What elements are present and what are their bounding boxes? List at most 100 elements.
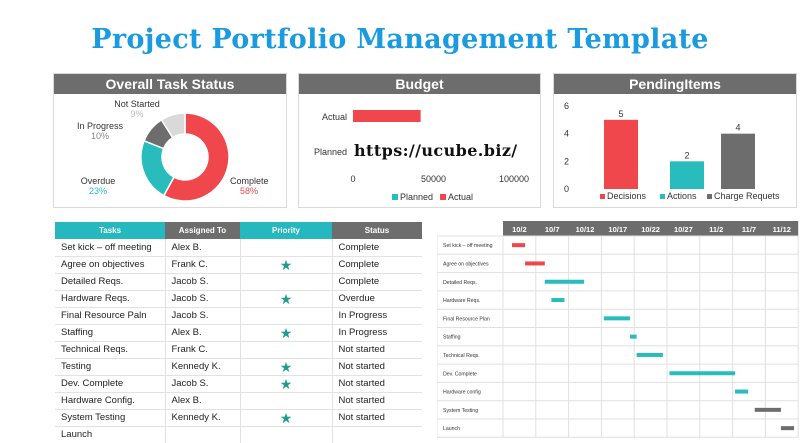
priority-cell: [240, 239, 333, 257]
budget-tick-1: 50000: [421, 174, 446, 184]
gantt-bar-hardware-reqs: [551, 298, 565, 303]
budget-legend-swatch-planned: [392, 194, 398, 200]
gantt-chart: 10/2 10/7 10/12 10/17 10/22 10/27 11/2 11/7 11/1…: [437, 221, 799, 438]
assigned-to-cell: Alex B.: [165, 324, 241, 342]
assigned-to-cell: Kennedy K.: [165, 358, 241, 376]
gantt-task-label: Set kick – off meeting: [443, 243, 493, 249]
task-name-cell: Launch: [55, 426, 166, 443]
gantt-date-11-2: 11/2: [709, 225, 723, 234]
gantt-date-11-12: 11/12: [773, 225, 791, 234]
pending-bar-actions: [670, 161, 704, 189]
gantt-task-label: Launch: [443, 426, 460, 432]
donut-label-in-progress: In Progress: [77, 121, 124, 131]
gantt-task-label: Final Resource Plan: [443, 316, 490, 322]
priority-star-icon: ★: [240, 375, 333, 393]
pending-legend-charge-requets: Charge Requets: [714, 191, 780, 201]
table-row: Technical Reqs. Frank C. Not started: [55, 341, 422, 359]
status-cell: Not started: [332, 375, 422, 393]
gantt-task-label: Technical Reqs.: [443, 353, 480, 359]
header-priority: Priority: [240, 222, 332, 239]
gantt-date-10-7: 10/7: [545, 225, 560, 234]
pending-bar-charge-requets: [721, 133, 755, 189]
gantt-bar-technical-reqs: [636, 352, 663, 357]
task-status-panel: Overall Task Status Complete 58% Overdue 23…: [53, 73, 287, 208]
pending-legend-swatch-decisions: [600, 194, 605, 199]
pending-ytick-0: 0: [564, 184, 569, 194]
assigned-to-cell: Kennedy K.: [165, 409, 241, 427]
budget-category-planned: Planned: [314, 147, 347, 157]
priority-cell: [240, 341, 333, 359]
task-name-cell: Technical Reqs.: [55, 341, 166, 359]
priority-cell: [240, 273, 333, 291]
task-name-cell: Hardware Reqs.: [55, 290, 166, 308]
priority-star-icon: ★: [240, 256, 333, 274]
gantt-task-label: Detailed Reqs.: [443, 280, 477, 286]
gantt-bar-dev-complete: [669, 371, 736, 376]
gantt-date-10-17: 10/17: [608, 225, 627, 234]
assigned-to-cell: [165, 426, 241, 443]
task-name-cell: Testing: [55, 358, 166, 376]
budget-title: Budget: [299, 74, 540, 94]
assigned-to-cell: Alex B.: [165, 239, 241, 257]
priority-star-icon: ★: [240, 290, 333, 308]
pending-legend-actions: Actions: [667, 191, 697, 201]
page-title: Project Portfolio Management Template: [91, 24, 709, 55]
table-row: Final Resource Paln Jacob S. In Progress: [55, 307, 422, 325]
priority-cell: [240, 426, 333, 443]
table-row: Dev. Complete Jacob S. ★ Not started: [55, 375, 422, 393]
assigned-to-cell: Alex B.: [165, 392, 241, 410]
pending-value-actions: 2: [684, 150, 689, 160]
budget-bar-chart: Actual Planned 0 50000 100000 Planned Actual: [314, 110, 529, 202]
table-row: Detailed Reqs. Jacob S. Complete: [55, 273, 422, 291]
status-cell: Not started: [332, 409, 422, 427]
header-assigned-to: Assigned To: [165, 222, 240, 239]
assigned-to-cell: Jacob S.: [165, 375, 241, 393]
assigned-to-cell: Frank C.: [165, 341, 241, 359]
budget-tick-0: 0: [350, 174, 355, 184]
gantt-bar-staffing: [630, 334, 637, 339]
status-cell: Complete: [332, 273, 422, 291]
gantt-date-10-22: 10/22: [641, 225, 660, 234]
assigned-to-cell: Frank C.: [165, 256, 241, 274]
watermark-url: https://ucube.biz/: [354, 141, 518, 160]
gantt-task-label: Hardware config: [443, 390, 481, 396]
status-cell: In Progress: [332, 307, 422, 325]
donut-pct-in-progress: 10%: [91, 131, 109, 141]
status-cell: Overdue: [332, 290, 422, 308]
pending-bar-decisions: [604, 119, 638, 189]
budget-legend-planned: Planned: [400, 192, 433, 202]
table-row: Hardware Config. Alex B. Not started: [55, 392, 422, 410]
pending-legend-swatch-charge-requets: [707, 194, 712, 199]
priority-cell: [240, 392, 333, 410]
pending-items-bar-chart: 0 2 4 6 5 2 4 Decisions Actions Charge Requets: [564, 101, 780, 201]
assigned-to-cell: Jacob S.: [165, 307, 241, 325]
gantt-bar-detailed-reqs: [544, 279, 585, 284]
pending-legend-swatch-actions: [660, 194, 665, 199]
budget-panel: Budget Actual Planned 0 50000 100000 Planned A…: [298, 73, 541, 208]
donut-slice-not-started: [160, 112, 186, 139]
budget-bar-actual-actual: [353, 110, 421, 122]
task-name-cell: Agree on objectives: [55, 256, 166, 274]
table-row: System Testing Kennedy K. ★ Not started: [55, 409, 422, 427]
assigned-to-cell: Jacob S.: [165, 290, 241, 308]
budget-tick-2: 100000: [499, 174, 529, 184]
gantt-bar-system-testing: [754, 407, 781, 412]
priority-star-icon: ★: [240, 324, 333, 342]
status-cell: Complete: [332, 256, 422, 274]
donut-pct-overdue: 23%: [89, 186, 107, 196]
table-row: Agree on objectives Frank C. ★ Complete: [55, 256, 422, 274]
table-row: Set kick – off meeting Alex B. Complete: [55, 239, 422, 257]
donut-pct-not-started: 9%: [130, 109, 143, 119]
budget-category-actual: Actual: [322, 112, 347, 122]
gantt-bar-agree-on-objectives: [525, 261, 545, 266]
status-cell: Not started: [332, 392, 422, 410]
gantt-date-11-7: 11/7: [742, 225, 756, 234]
header-status: Status: [332, 222, 422, 239]
status-cell: In Progress: [332, 324, 422, 342]
task-name-cell: Final Resource Paln: [55, 307, 166, 325]
table-row: Testing Kennedy K. ★ Not started: [55, 358, 422, 376]
donut-slice-complete: [162, 112, 230, 202]
gantt-header: [503, 221, 799, 236]
task-status-title: Overall Task Status: [54, 74, 286, 94]
donut-label-complete: Complete: [230, 176, 269, 186]
